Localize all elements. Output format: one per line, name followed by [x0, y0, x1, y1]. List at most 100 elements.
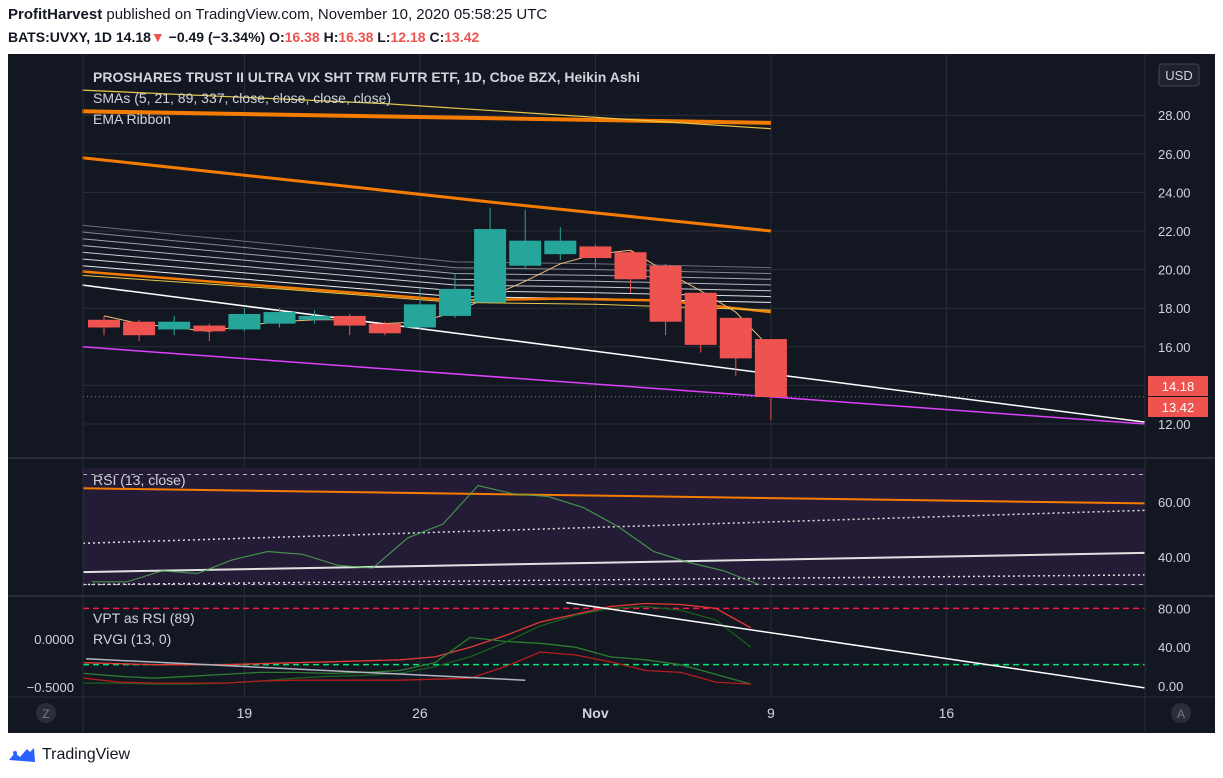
rsi-pane	[82, 474, 1146, 586]
candle-body	[684, 292, 717, 345]
footer-brand[interactable]: TradingView	[42, 746, 131, 763]
vpt-tick-label: 40.00	[1158, 640, 1191, 655]
candle-body	[509, 240, 542, 266]
candle-body	[228, 313, 261, 330]
high-value: 16.38	[338, 29, 374, 45]
rsi-legend[interactable]: RSI (13, close)	[93, 472, 186, 488]
candle-body	[579, 246, 612, 259]
candle-body	[719, 317, 752, 359]
last-price-tag: 14.18	[1148, 376, 1208, 396]
open-label: O:	[269, 29, 285, 45]
candle-body	[123, 321, 156, 336]
last-price: 14.18	[115, 29, 151, 45]
time-tick-label: Nov	[582, 705, 609, 721]
zoom-button-label: Z	[42, 707, 49, 721]
ema-ribbon-line	[81, 245, 771, 286]
candle-body	[614, 252, 647, 280]
ohlc-line: BATS:UVXY, 1D 14.18▼ −0.49 (−3.34%) O:16…	[8, 29, 479, 45]
vpt-tick-label: 0.00	[1158, 679, 1183, 694]
time-tick-label: 9	[767, 705, 775, 721]
price-tick-label: 26.00	[1158, 147, 1191, 162]
vpt-rvgi-pane	[83, 601, 1146, 689]
oscillator-line	[83, 636, 752, 685]
rvgi-tick-label: −0.5000	[27, 680, 74, 695]
auto-scale-label: A	[1177, 707, 1185, 721]
rsi-tick-label: 60.00	[1158, 495, 1191, 510]
rsi-tick-label: 40.00	[1158, 550, 1191, 565]
rvgi-legend[interactable]: RVGI (13, 0)	[93, 631, 171, 647]
time-tick-label: 16	[939, 705, 955, 721]
oscillator-line	[83, 651, 751, 685]
candle-body	[754, 339, 787, 397]
auto-scale-button[interactable]: A	[1171, 703, 1191, 723]
price-change: −0.49 (−3.34%)	[168, 29, 266, 45]
last-price-tag-label: 14.18	[1162, 379, 1195, 394]
ema-line-2	[81, 156, 772, 233]
candle-body	[333, 315, 366, 326]
lower-white-trend	[566, 601, 1146, 689]
price-tick-label: 18.00	[1158, 301, 1191, 316]
candles	[88, 207, 787, 421]
oscillator-line	[84, 605, 752, 685]
rsi-dotted-lower	[82, 574, 1146, 586]
vpt-tick-label: 80.00	[1158, 601, 1191, 616]
down-arrow-icon: ▼	[150, 29, 165, 45]
axes: 1926Nov91612.0014.0016.0018.0020.0022.00…	[27, 108, 1191, 721]
grid-lines	[83, 54, 1145, 697]
low-value: 12.18	[390, 29, 426, 45]
tradingview-logo-icon	[9, 748, 35, 762]
candle-body	[263, 312, 296, 324]
ema-ribbon-line	[81, 238, 771, 280]
vpt-legend[interactable]: VPT as RSI (89)	[93, 610, 195, 626]
rsi-line	[92, 484, 760, 586]
author-name[interactable]: ProfitHarvest	[8, 6, 103, 23]
close-value: 13.42	[444, 29, 480, 45]
rsi-white-trend	[82, 551, 1146, 574]
ema-legend[interactable]: EMA Ribbon	[93, 111, 171, 127]
chart-title: PROSHARES TRUST II ULTRA VIX SHT TRM FUT…	[93, 69, 640, 85]
candle-body	[298, 315, 331, 320]
price-tick-label: 24.00	[1158, 185, 1191, 200]
currency-label: USD	[1165, 68, 1192, 83]
publish-line: ProfitHarvest published on TradingView.c…	[8, 6, 547, 23]
rsi-orange-trend	[82, 487, 1146, 505]
ema-line-3	[81, 270, 772, 314]
time-tick-label: 19	[237, 705, 253, 721]
candle-body	[474, 229, 507, 303]
trendline-magenta	[81, 346, 1146, 425]
price-tick-label: 12.00	[1158, 417, 1191, 432]
symbol-label: BATS:UVXY, 1D	[8, 29, 112, 45]
candle-body	[193, 325, 226, 332]
candle-body	[158, 321, 191, 330]
rvgi-tick-label: 0.0000	[34, 632, 74, 647]
low-label: L:	[377, 29, 391, 45]
high-label: H:	[323, 29, 339, 45]
ema-ribbon-line	[81, 258, 771, 298]
ema-ribbon-line	[81, 265, 771, 303]
candle-body	[368, 323, 401, 334]
currency-button[interactable]: USD	[1158, 63, 1200, 87]
price-tick-label: 16.00	[1158, 340, 1191, 355]
sma-337-line	[81, 89, 771, 130]
chart-svg[interactable]: 1926Nov91612.0014.0016.0018.0020.0022.00…	[8, 54, 1215, 733]
price-tick-label: 22.00	[1158, 224, 1191, 239]
ema-ribbon-line	[81, 251, 771, 292]
chart-frame[interactable]: 1926Nov91612.0014.0016.0018.0020.0022.00…	[8, 54, 1215, 733]
sma-legend[interactable]: SMAs (5, 21, 89, 337, close, close, clos…	[93, 90, 391, 106]
candle-body	[649, 265, 682, 322]
footer: TradingView	[8, 742, 130, 768]
close-price-tag: 13.42	[1148, 397, 1208, 417]
lower-grey-trend	[85, 658, 526, 681]
close-price-tag-label: 13.42	[1162, 400, 1195, 415]
rsi-dotted-upper	[82, 509, 1146, 545]
price-tick-label: 20.00	[1158, 263, 1191, 278]
close-label: C:	[429, 29, 445, 45]
candle-body	[439, 288, 471, 316]
price-tick-label: 28.00	[1158, 108, 1191, 123]
chart-background	[8, 54, 1215, 733]
candle-body	[88, 319, 120, 328]
zoom-button[interactable]: Z	[36, 703, 56, 723]
open-value: 16.38	[284, 29, 320, 45]
time-tick-label: 26	[412, 705, 428, 721]
trendline-white	[81, 284, 1146, 423]
